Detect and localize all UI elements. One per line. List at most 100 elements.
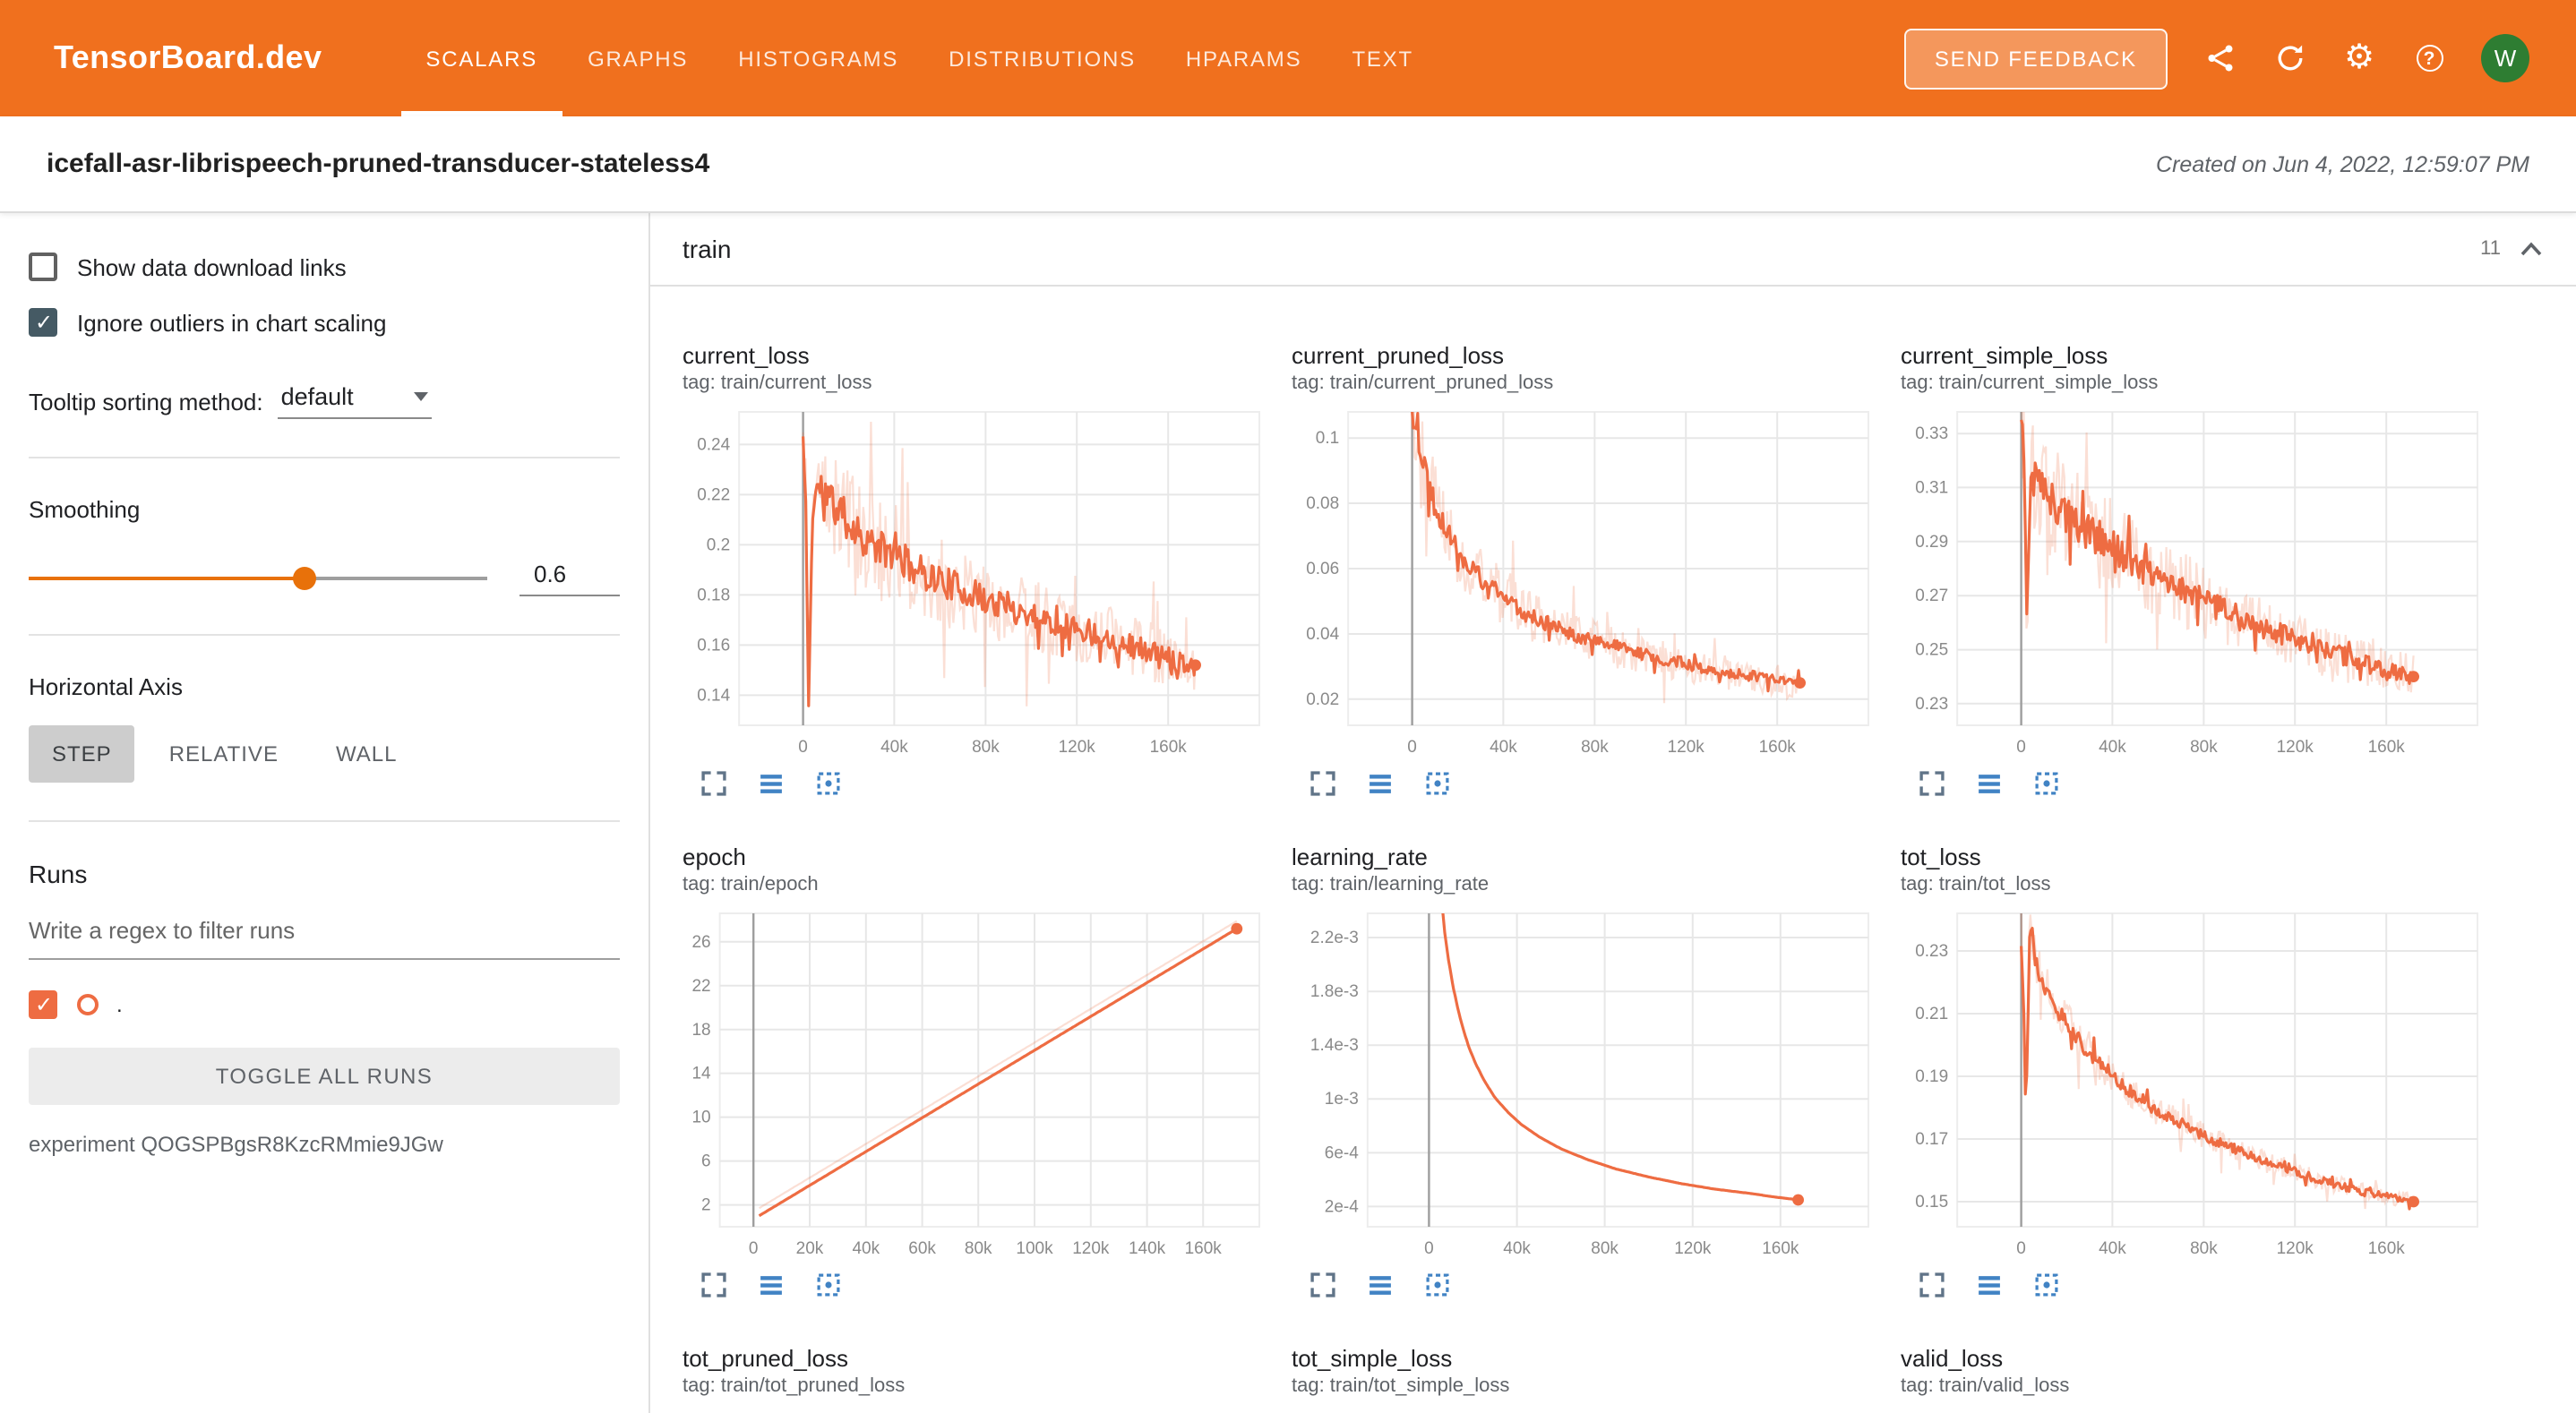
run-color-swatch	[77, 994, 99, 1015]
svg-text:80k: 80k	[1591, 1239, 1619, 1258]
data-table-icon[interactable]	[1974, 768, 2005, 799]
smoothing-value-input[interactable]: 0.6	[519, 561, 620, 596]
svg-text:0.14: 0.14	[697, 686, 730, 705]
axis-button-relative[interactable]: RELATIVE	[168, 741, 279, 766]
svg-text:26: 26	[691, 933, 710, 952]
axis-button-step[interactable]: STEP	[29, 725, 135, 783]
chart-toolbar	[683, 1270, 1274, 1300]
collapse-section-icon[interactable]	[2519, 240, 2544, 258]
svg-text:160k: 160k	[1759, 738, 1797, 757]
svg-text:120k: 120k	[2277, 738, 2314, 757]
tab-scalars[interactable]: SCALARS	[400, 0, 563, 116]
smoothing-slider-fill	[29, 577, 305, 580]
app-logo[interactable]: TensorBoard.dev	[54, 39, 322, 75]
chart-toolbar	[1901, 1270, 2492, 1300]
divider	[29, 820, 620, 822]
svg-text:10: 10	[691, 1109, 710, 1127]
tab-hparams[interactable]: HPARAMS	[1185, 46, 1302, 71]
smoothing-slider-thumb[interactable]	[292, 567, 316, 590]
chart-plot-current_pruned_loss[interactable]: 0 40k 80k 120k 160k 0.02 0.04 0.06 0.08 0.1	[1292, 401, 1883, 759]
svg-text:0.18: 0.18	[697, 586, 730, 604]
data-table-icon[interactable]	[1365, 1270, 1395, 1300]
divider	[29, 634, 620, 636]
fit-domain-icon[interactable]	[1422, 768, 1453, 799]
svg-text:1.8e-3: 1.8e-3	[1310, 982, 1359, 1001]
chart-card-tot_simple_loss: tot_simple_loss tag: train/tot_simple_los…	[1292, 1343, 1883, 1404]
avatar[interactable]: W	[2481, 34, 2529, 82]
svg-text:0.1: 0.1	[1316, 429, 1339, 448]
expand-chart-icon[interactable]	[699, 1270, 729, 1300]
chevron-down-icon	[413, 392, 428, 401]
smoothing-label: Smoothing	[29, 496, 141, 523]
svg-text:40k: 40k	[1490, 738, 1517, 757]
svg-text:2.2e-3: 2.2e-3	[1310, 929, 1359, 947]
data-table-icon[interactable]	[756, 768, 786, 799]
help-icon[interactable]: ?	[2411, 40, 2447, 76]
expand-chart-icon[interactable]	[1917, 1270, 1947, 1300]
data-table-icon[interactable]	[756, 1270, 786, 1300]
fit-domain-icon[interactable]	[2031, 768, 2062, 799]
expand-chart-icon[interactable]	[1308, 1270, 1338, 1300]
svg-text:0: 0	[1424, 1239, 1434, 1258]
smoothing-slider[interactable]	[29, 567, 487, 590]
fit-domain-icon[interactable]	[813, 1270, 844, 1300]
settings-sidebar: Show data download links Ignore outliers…	[0, 213, 648, 1413]
data-table-icon[interactable]	[1974, 1270, 2005, 1300]
settings-icon[interactable]: ⚙	[2343, 38, 2375, 77]
send-feedback-button[interactable]: SEND FEEDBACK	[1903, 28, 2168, 89]
tooltip-sorting-row: Tooltip sorting method: default	[29, 383, 620, 419]
axis-button-wall[interactable]: WALL	[335, 741, 398, 766]
chart-plot-current_simple_loss[interactable]: 0 40k 80k 120k 160k 0.23 0.25 0.27 0.29 0.31 0.33	[1901, 401, 2492, 759]
chart-tag: tag: train/current_pruned_loss	[1292, 373, 1554, 394]
svg-text:140k: 140k	[1129, 1239, 1166, 1258]
chart-card-epoch: epoch tag: train/epoch 0 20k 40k 60k 80k 100k 12…	[683, 842, 1274, 1300]
tab-graphs[interactable]: GRAPHS	[588, 46, 689, 71]
svg-text:80k: 80k	[2190, 738, 2218, 757]
tab-histograms[interactable]: HISTOGRAMS	[738, 46, 899, 71]
chart-plot-tot_loss[interactable]: 0 40k 80k 120k 160k 0.15 0.17 0.19 0.21 0.23	[1901, 903, 2492, 1261]
chart-card-tot_loss: tot_loss tag: train/tot_loss 0 40k 80k 120k 16…	[1901, 842, 2492, 1300]
show-download-links-checkbox[interactable]	[29, 253, 57, 281]
chart-title: tot_simple_loss	[1292, 1345, 1453, 1372]
train-section-header[interactable]: train 11	[650, 213, 2576, 287]
chart-tag: tag: train/valid_loss	[1901, 1375, 2070, 1397]
fit-domain-icon[interactable]	[1422, 1270, 1453, 1300]
show-download-links-label: Show data download links	[77, 253, 347, 280]
run-list-item[interactable]: .	[29, 990, 620, 1019]
fit-domain-icon[interactable]	[2031, 1270, 2062, 1300]
svg-text:40k: 40k	[2099, 738, 2126, 757]
ignore-outliers-row[interactable]: Ignore outliers in chart scaling	[29, 308, 620, 337]
svg-text:0.27: 0.27	[1915, 587, 1948, 605]
expand-chart-icon[interactable]	[1917, 768, 1947, 799]
nav-tabs: SCALARS GRAPHS HISTOGRAMS DISTRIBUTIONS HPAR…	[400, 0, 1438, 116]
share-icon[interactable]	[2202, 40, 2237, 76]
chart-title: tot_pruned_loss	[683, 1345, 849, 1372]
section-title: train	[683, 235, 732, 263]
run-checkbox[interactable]	[29, 990, 57, 1019]
refresh-icon[interactable]	[2271, 40, 2307, 76]
tab-distributions[interactable]: DISTRIBUTIONS	[949, 46, 1136, 71]
data-table-icon[interactable]	[1365, 768, 1395, 799]
svg-text:20k: 20k	[796, 1239, 824, 1258]
chart-plot-learning_rate[interactable]: 0 40k 80k 120k 160k 2e-4 6e-4 1e-3 1.4e-3 1.8e-3 2…	[1292, 903, 1883, 1261]
svg-text:40k: 40k	[852, 1239, 880, 1258]
svg-text:18: 18	[691, 1021, 710, 1040]
chart-plot-current_loss[interactable]: 0 40k 80k 120k 160k 0.14 0.16 0.18 0.2 0.22 0.24	[683, 401, 1274, 759]
expand-chart-icon[interactable]	[1308, 768, 1338, 799]
tab-text[interactable]: TEXT	[1352, 46, 1413, 71]
toggle-all-runs-button[interactable]: TOGGLE ALL RUNS	[29, 1048, 620, 1105]
chart-plot-epoch[interactable]: 0 20k 40k 60k 80k 100k 120k 140k 160k26101418222…	[683, 903, 1274, 1261]
show-download-links-row[interactable]: Show data download links	[29, 253, 620, 281]
svg-text:0.2: 0.2	[707, 535, 730, 554]
chart-tag: tag: train/current_loss	[683, 373, 872, 394]
runs-filter-input[interactable]	[29, 903, 620, 960]
ignore-outliers-checkbox[interactable]	[29, 308, 57, 337]
charts-main: train 11 current_loss tag: train/current_…	[648, 213, 2576, 1413]
svg-text:80k: 80k	[2190, 1239, 2218, 1258]
svg-text:120k: 120k	[1668, 738, 1705, 757]
tooltip-sorting-select[interactable]: default	[277, 383, 432, 419]
fit-domain-icon[interactable]	[813, 768, 844, 799]
chart-title: learning_rate	[1292, 844, 1428, 870]
ignore-outliers-label: Ignore outliers in chart scaling	[77, 309, 387, 336]
expand-chart-icon[interactable]	[699, 768, 729, 799]
